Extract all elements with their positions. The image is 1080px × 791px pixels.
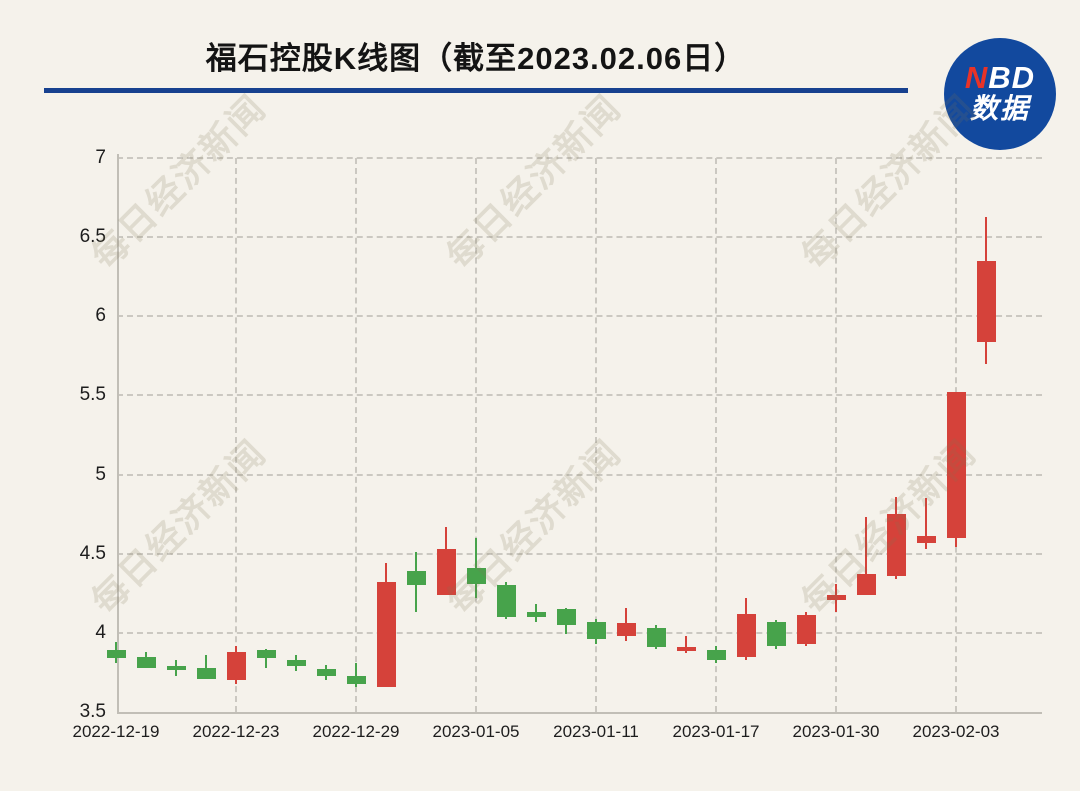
x-axis-label: 2022-12-19 <box>72 722 160 741</box>
x-axis-label: 2022-12-29 <box>312 722 400 741</box>
gridline-v <box>475 158 477 712</box>
x-axis-label: 2023-01-30 <box>792 722 880 741</box>
watermark-text: 每日经济新闻 <box>83 431 274 622</box>
candle-body <box>587 621 606 640</box>
watermark-text: 每日经济新闻 <box>83 86 274 277</box>
y-axis-label: 6.5 <box>79 226 106 248</box>
x-axis-line <box>117 712 1042 714</box>
candle-body <box>467 567 486 584</box>
gridline-v <box>595 158 597 712</box>
y-axis-label: 3.5 <box>79 701 106 722</box>
page-title: 福石控股K线图（截至2023.02.06日） <box>205 41 747 76</box>
gridline-h <box>117 473 1042 476</box>
candle-body <box>437 548 456 595</box>
candle-body <box>137 656 156 668</box>
nbd-logo: NBD 数据 <box>944 38 1056 150</box>
candle-body <box>947 392 966 538</box>
gridline-h <box>117 236 1042 239</box>
y-axis-label: 5 <box>95 463 106 485</box>
gridline-h <box>117 315 1042 318</box>
candle-body <box>977 260 996 342</box>
y-axis-label: 5.5 <box>79 384 106 406</box>
x-axis-label: 2022-12-23 <box>192 722 280 741</box>
y-axis-label: 6 <box>95 305 106 327</box>
candle-body <box>317 669 336 676</box>
candle-body <box>647 628 666 648</box>
x-axis-label: 2023-01-11 <box>553 722 639 741</box>
candle-body <box>557 609 576 625</box>
gridline-v <box>235 158 237 712</box>
candle-body <box>377 582 396 687</box>
candle-body <box>737 613 756 657</box>
candle-body <box>677 647 696 652</box>
candle-body <box>707 650 726 660</box>
candle-wick <box>925 498 927 549</box>
gridline-h <box>117 552 1042 555</box>
candle-wick <box>865 517 867 595</box>
candle-wick <box>205 655 207 679</box>
x-axis-label: 2023-02-03 <box>912 722 1000 741</box>
candle-body <box>227 651 246 681</box>
gridline-v <box>355 158 357 712</box>
candle-wick <box>355 662 357 687</box>
watermark-text: 每日经济新闻 <box>438 86 629 277</box>
candle-body <box>887 514 906 576</box>
candle-body <box>257 650 276 659</box>
y-axis-label: 4 <box>95 621 106 643</box>
candle-body <box>497 585 516 618</box>
candle-wick <box>685 636 687 654</box>
gridline-v <box>835 158 837 712</box>
candle-body <box>797 615 816 644</box>
y-axis-label: 7 <box>95 147 106 168</box>
candle-body <box>287 659 306 667</box>
candle-body <box>167 666 186 671</box>
watermark-text: 每日经济新闻 <box>438 431 629 622</box>
candle-body <box>767 621 786 646</box>
candle-body <box>857 574 876 595</box>
y-axis-line <box>117 154 119 712</box>
candle-body <box>827 594 846 600</box>
gridline-v <box>715 158 717 712</box>
candle-body <box>527 612 546 617</box>
gridline-h <box>117 631 1042 634</box>
candle-body <box>617 623 636 637</box>
y-axis-label: 4.5 <box>79 542 106 564</box>
nbd-logo-subtext: 数据 <box>969 93 1030 124</box>
x-axis-label: 2023-01-05 <box>432 722 520 741</box>
candle-body <box>917 536 936 543</box>
candle-body <box>107 650 126 659</box>
gridline-h <box>117 157 1042 159</box>
candle-body <box>197 667 216 679</box>
gridline-h <box>117 394 1042 397</box>
candle-body <box>407 571 426 586</box>
candle-wick <box>475 537 477 599</box>
x-axis-label: 2023-01-17 <box>672 722 760 741</box>
nbd-logo-text: NBD <box>964 60 1036 95</box>
candle-body <box>347 675 366 684</box>
title-underline <box>44 88 908 93</box>
